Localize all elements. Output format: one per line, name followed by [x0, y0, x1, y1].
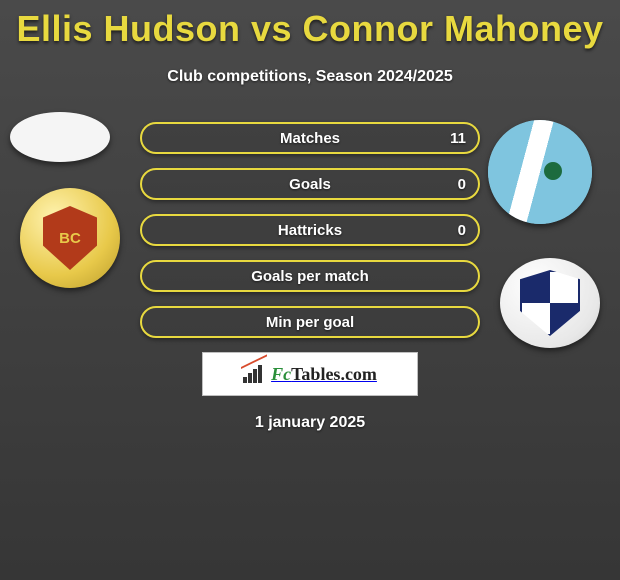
stat-row-min-per-goal: Min per goal	[140, 306, 480, 338]
stat-label: Min per goal	[266, 314, 354, 331]
shield-icon	[520, 270, 580, 336]
player1-club-badge: BC	[20, 188, 120, 288]
club-initials: BC	[59, 230, 81, 247]
stat-right-value: 0	[458, 176, 466, 193]
page-title: Ellis Hudson vs Connor Mahoney	[0, 0, 620, 50]
shirt-graphic	[488, 120, 592, 224]
brand-text: FcTables.com	[271, 364, 377, 385]
subtitle: Club competitions, Season 2024/2025	[0, 68, 620, 86]
player2-avatar	[488, 120, 592, 224]
stat-row-goals: Goals 0	[140, 168, 480, 200]
brand-link[interactable]: FcTables.com	[202, 352, 418, 396]
stat-row-goals-per-match: Goals per match	[140, 260, 480, 292]
stat-row-hattricks: Hattricks 0	[140, 214, 480, 246]
rooster-icon	[59, 184, 81, 212]
brand-prefix: Fc	[271, 364, 291, 384]
player2-club-badge	[500, 258, 600, 348]
stat-right-value: 0	[458, 222, 466, 239]
stat-right-value: 11	[450, 130, 466, 147]
stat-label: Goals	[289, 176, 331, 193]
player1-name: Ellis Hudson	[16, 8, 240, 49]
player1-avatar	[10, 112, 110, 162]
stat-label: Goals per match	[251, 268, 369, 285]
stat-row-matches: Matches 11	[140, 122, 480, 154]
footer-date: 1 january 2025	[0, 414, 620, 432]
brand-suffix: Tables.com	[291, 364, 377, 384]
player2-name: Connor Mahoney	[303, 8, 604, 49]
vs-text: vs	[251, 8, 292, 49]
stat-label: Hattricks	[278, 222, 342, 239]
stat-label: Matches	[280, 130, 340, 147]
bars-chart-icon	[243, 365, 265, 383]
